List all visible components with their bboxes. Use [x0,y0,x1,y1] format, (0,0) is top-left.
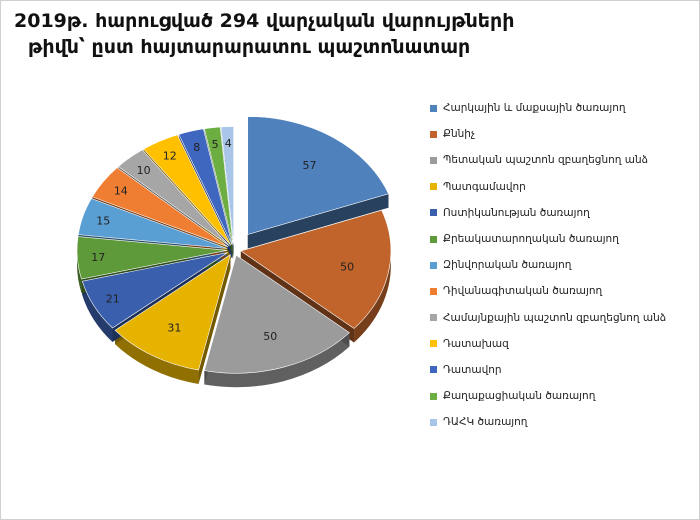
legend-swatch-1 [430,130,437,138]
legend-label-6: Զինվորական ծառայող [443,259,572,272]
legend-swatch-0 [430,104,437,112]
chart-title: 2019թ. հարուցված 294 վարչական վարույթներ… [14,8,574,60]
chart-title-line-2: թիվն՝ ըստ հայտարարատու պաշտոնատար [28,36,471,58]
data-label-11: 5 [212,138,219,151]
pie-slice-1 [240,209,392,329]
legend-swatch-9 [430,340,437,348]
legend-label-1: Քննիչ [443,128,476,141]
legend-item-4: Ոստիկանության ծառայող [430,200,695,226]
chart-legend: Հարկային և մաքսային ծառայող Քննիչ Պետական … [430,95,695,435]
data-label-12: 4 [225,137,232,150]
legend-item-11: Քաղաքացիական ծառայող [430,383,695,409]
pie-slice-0 [247,116,389,235]
legend-item-9: Դատախազ [430,331,695,357]
legend-swatch-7 [430,287,437,295]
data-label-9: 12 [163,150,177,163]
legend-label-9: Դատախազ [443,337,509,350]
pie-slice-12 [220,126,235,245]
data-label-2: 50 [263,330,277,343]
legend-swatch-2 [430,156,437,164]
legend-item-1: Քննիչ [430,121,695,147]
legend-swatch-3 [430,183,437,191]
legend-item-7: Դիվանագիտական ծառայող [430,278,695,304]
legend-item-3: Պատգամավոր [430,174,695,200]
legend-swatch-11 [430,392,437,400]
legend-label-7: Դիվանագիտական ծառայող [443,285,603,298]
pie-slice-4 [81,252,228,329]
legend-label-2: Պետական պաշտոն զբաղեցնող անձ [443,154,649,167]
legend-label-10: Դատավոր [443,363,502,376]
pie-slice-8 [117,149,230,247]
data-label-8: 10 [137,164,151,177]
pie-slice-side-0 [247,193,389,249]
pie-slice-3 [114,254,231,371]
legend-label-3: Պատգամավոր [443,180,526,193]
data-label-6: 15 [96,215,110,228]
legend-label-8: Համայնքային պաշտոն զբաղեցնող անձ [443,311,667,324]
data-label-3: 31 [167,321,181,334]
pie-slice-6 [77,198,228,249]
legend-item-2: Պետական պաշտոն զբաղեցնող անձ [430,147,695,173]
data-label-7: 14 [114,185,128,198]
legend-swatch-8 [430,314,437,322]
chart-title-line-1: 2019թ. հարուցված 294 վարչական վարույթներ… [14,10,515,32]
legend-item-0: Հարկային և մաքսային ծառայող [430,95,695,121]
data-label-10: 8 [193,141,200,154]
data-label-0: 57 [303,159,317,172]
legend-item-6: Զինվորական ծառայող [430,252,695,278]
legend-label-4: Ոստիկանության ծառայող [443,206,590,219]
legend-item-8: Համայնքային պաշտոն զբաղեցնող անձ [430,305,695,331]
legend-item-12: ԴԱՀԿ ծառայող [430,409,695,435]
legend-item-5: Քրեակատարողական ծառայող [430,226,695,252]
pie-slice-10 [178,128,233,245]
data-label-4: 21 [106,292,120,305]
legend-label-0: Հարկային և մաքսային ծառայող [443,102,626,115]
legend-swatch-5 [430,235,437,243]
data-label-5: 17 [91,251,105,264]
pie-slice-7 [91,167,229,248]
pie-slice-9 [143,134,231,246]
pie-slice-5 [76,236,228,280]
legend-swatch-4 [430,209,437,217]
legend-swatch-12 [430,418,437,426]
legend-swatch-6 [430,261,437,269]
legend-label-11: Քաղաքացիական ծառայող [443,390,596,403]
legend-item-10: Դատավոր [430,357,695,383]
legend-label-12: ԴԱՀԿ ծառայող [443,416,528,429]
pie-slice-11 [203,126,234,245]
data-label-1: 50 [340,260,354,273]
legend-label-5: Քրեակատարողական ծառայող [443,233,619,246]
pie-slice-2 [204,254,350,374]
legend-swatch-10 [430,366,437,374]
